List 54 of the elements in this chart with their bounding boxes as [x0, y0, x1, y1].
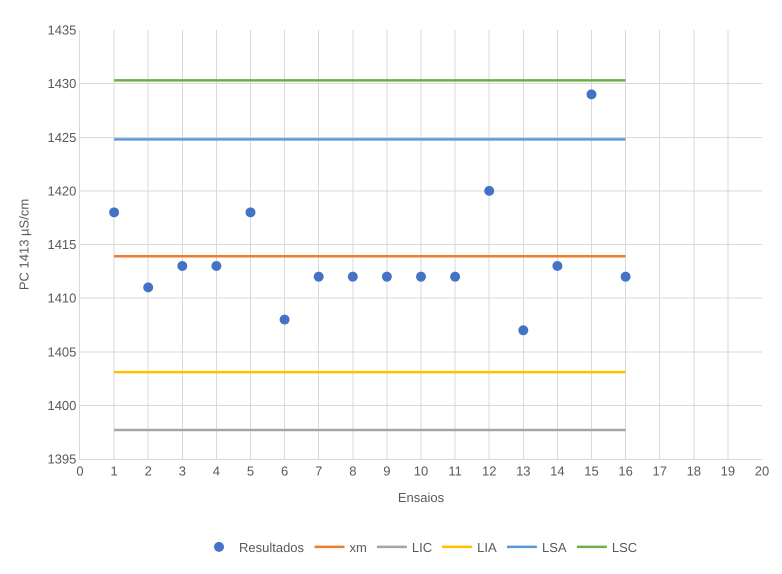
point	[211, 260, 222, 271]
y-tick-label: 1435	[47, 22, 76, 38]
x-tick-label: 7	[315, 464, 322, 479]
point	[518, 325, 528, 336]
x-tick-label: 4	[212, 464, 220, 479]
legend-label: LIC	[412, 540, 432, 555]
x-tick-label: 18	[686, 464, 702, 479]
x-tick-label: 13	[516, 464, 531, 479]
x-tick-label: 19	[720, 464, 736, 479]
x-tick-label: 17	[652, 464, 667, 479]
x-tick-label: 5	[246, 464, 254, 479]
y-tick-label: 1425	[47, 130, 76, 145]
x-tick-label: 2	[144, 464, 152, 479]
y-tick-label: 1405	[47, 344, 76, 360]
x-tick-label: 8	[349, 464, 356, 479]
point	[246, 207, 256, 218]
point	[552, 260, 562, 271]
point	[348, 272, 358, 282]
y-tick-label: 1400	[47, 398, 76, 413]
legend-label: LIA	[477, 540, 497, 555]
point	[586, 89, 596, 100]
point	[143, 282, 154, 292]
y-tick-label: 1415	[47, 237, 76, 252]
legend-label: xm	[350, 540, 367, 555]
point	[314, 272, 324, 282]
x-tick-label: 12	[482, 464, 496, 479]
y-tick-label: 1395	[47, 452, 76, 467]
y-tick-label: 1420	[47, 183, 76, 198]
legend-label: LSC	[612, 540, 638, 555]
point	[280, 314, 290, 325]
point	[484, 186, 494, 196]
x-axis-title: Ensaios	[398, 490, 445, 506]
y-tick-label: 1410	[47, 290, 76, 306]
legend-label: Resultados	[239, 540, 305, 555]
x-tick-label: 1	[110, 464, 118, 479]
x-tick-label: 16	[618, 464, 633, 479]
legend-label: LSA	[542, 540, 567, 555]
point	[620, 272, 631, 282]
x-tick-label: 0	[76, 464, 84, 479]
x-tick-label: 9	[383, 464, 391, 479]
x-tick-label: 14	[550, 464, 565, 479]
point	[177, 260, 188, 271]
x-tick-label: 10	[414, 464, 428, 479]
y-tick-label: 1430	[47, 76, 76, 92]
point	[416, 272, 426, 282]
x-tick-label: 15	[584, 464, 599, 479]
point	[382, 272, 392, 282]
point	[450, 272, 460, 282]
x-tick-label: 11	[448, 464, 462, 479]
x-tick-label: 6	[280, 464, 288, 479]
point	[109, 207, 120, 218]
x-tick-label: 20	[754, 464, 770, 479]
y-axis-title: PC 1413 µS/cm	[16, 198, 32, 290]
x-tick-label: 3	[178, 464, 186, 479]
